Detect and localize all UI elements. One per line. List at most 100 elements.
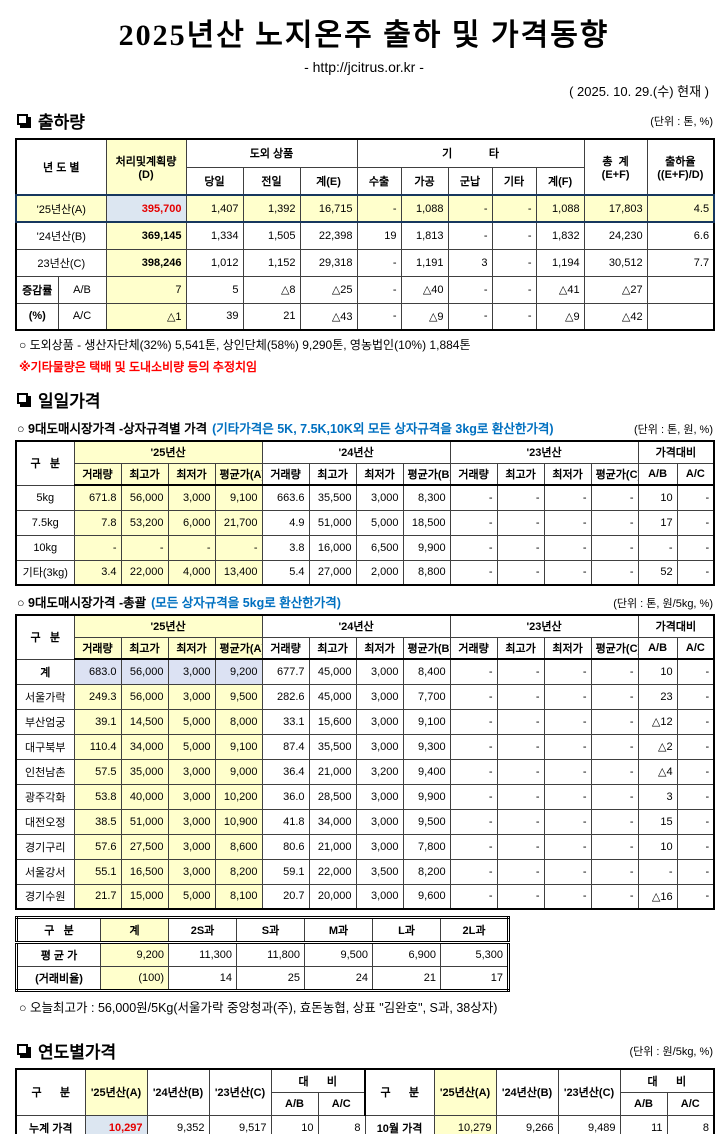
col-header-avgB: 평균가(B)	[402, 636, 451, 660]
cell: 3,000	[355, 883, 404, 910]
cell: 3,000	[355, 658, 404, 685]
col-header-y23: '23년산(C)	[208, 1068, 272, 1116]
header-row: A/B A/C A/B A/C	[16, 1091, 715, 1116]
cell: 395,700	[105, 194, 187, 223]
cell: -	[449, 758, 498, 785]
cell: 22,000	[120, 559, 169, 586]
cell: -	[676, 658, 715, 685]
cell: △1	[105, 302, 187, 331]
cell: 36.4	[261, 758, 310, 785]
cell: 1,194	[535, 248, 585, 277]
col-header-high: 최고가	[120, 462, 169, 486]
col-header-outside-group: 도외 상품	[185, 138, 358, 168]
cell: 10,279	[433, 1114, 497, 1134]
cell: -	[543, 758, 592, 785]
cell: △41	[535, 275, 585, 304]
header-row: 구 분 '25년산 '24년산 '23년산 가격대비	[15, 440, 715, 486]
cell: 15,600	[308, 708, 357, 735]
cell: 25	[236, 966, 305, 991]
cell: 35,500	[308, 733, 357, 760]
cell: 1,012	[185, 248, 244, 277]
cell: 9,000	[214, 758, 263, 785]
cell: 22,398	[299, 221, 358, 250]
cell: -	[496, 783, 545, 810]
cell: △42	[583, 302, 648, 331]
cell: 5,000	[355, 509, 404, 536]
cell: 24	[304, 966, 373, 991]
col-header-2l: 2L과	[440, 917, 509, 944]
cell	[646, 302, 715, 331]
cell: -	[496, 534, 545, 561]
cell: 14	[168, 966, 237, 991]
cell: 서울가락	[15, 683, 75, 710]
cell: 20,000	[308, 883, 357, 910]
cell: -	[676, 708, 715, 735]
col-header-y24-group: '24년산	[261, 614, 451, 638]
cell: -	[543, 783, 592, 810]
cell: A/B	[57, 275, 107, 304]
cell: '25년산(A)	[14, 194, 107, 223]
header-row: 년 도 별 처리및계획량 (D) 도외 상품 기 타 총 계 (E+F) 출하율((…	[15, 138, 715, 196]
col-header-qty: 거래량	[449, 636, 498, 660]
cell: 9,100	[214, 484, 263, 511]
cell: 36.0	[261, 783, 310, 810]
col-header-avgA: 평균가(A)	[214, 636, 263, 660]
col-header-y24: '24년산(B)	[146, 1068, 210, 1116]
cell: 3,000	[167, 783, 216, 810]
cell: 8,100	[214, 883, 263, 910]
cell: 20.7	[261, 883, 310, 910]
section-daily-title: 일일가격	[38, 392, 101, 411]
cell: 8,000	[214, 708, 263, 735]
cell: 8,400	[402, 658, 451, 685]
cell: △12	[637, 708, 678, 735]
cell: △25	[299, 275, 358, 304]
cell: 34,000	[308, 808, 357, 835]
cell: 5,300	[440, 942, 509, 967]
cell: -	[590, 509, 639, 536]
table-row: 대구북부 110.4 34,000 5,000 9,100 87.4 35,500 3,000…	[15, 733, 715, 760]
col-header-qty: 거래량	[261, 462, 310, 486]
cell: 29,318	[299, 248, 358, 277]
cell: △8	[242, 275, 301, 304]
table-row: 기타(3kg) 3.4 22,000 4,000 13,400 5.4 27,000 2,00…	[15, 559, 715, 586]
cell: 87.4	[261, 733, 310, 760]
cell: 7.5kg	[15, 509, 75, 536]
cell: 대구북부	[15, 733, 75, 760]
cell: 6,900	[372, 942, 441, 967]
cell: 39.1	[73, 708, 122, 735]
cell: -	[449, 658, 498, 685]
cell: △43	[299, 302, 358, 331]
col-header-sumE: 계(E)	[299, 166, 358, 196]
cell: 1,152	[242, 248, 301, 277]
cell: -	[491, 302, 537, 331]
cell: (거래비율)	[16, 966, 101, 991]
cell: 2,000	[355, 559, 404, 586]
cell: -	[214, 534, 263, 561]
table-row: 평 균 가 9,200 11,300 11,800 9,500 6,900 5,300	[16, 942, 509, 967]
col-header-ac: A/C	[317, 1091, 366, 1116]
cell: (%)	[15, 302, 59, 331]
col-header-cat: 구 분	[15, 614, 75, 660]
cell: △2	[637, 733, 678, 760]
table-row: (거래비율) (100) 14 25 24 21 17	[16, 966, 509, 991]
cell: -	[676, 808, 715, 835]
cell: -	[449, 534, 498, 561]
col-header-ac: A/C	[676, 636, 715, 660]
cell: -	[543, 534, 592, 561]
page-title: 2025년산 노지온주 출하 및 가격동향	[118, 19, 610, 52]
cell: 광주각화	[15, 783, 75, 810]
col-header-qty: 거래량	[449, 462, 498, 486]
cell: 5,000	[167, 708, 216, 735]
cell: 57.5	[73, 758, 122, 785]
by-box-subtitle-paren: (기타가격은 5K, 7.5K,10K외 모든 상자규격을 3kg로 환산한가격…	[212, 422, 554, 436]
cell: 3,000	[355, 733, 404, 760]
section-square-icon	[17, 113, 28, 125]
cell: 9,266	[495, 1114, 559, 1134]
section-yearly-price: 연도별가격 (단위 : 원/5kg, %)	[15, 1038, 713, 1063]
cell: -	[676, 858, 715, 885]
col-header-etc: 기타	[491, 166, 537, 196]
cell: -	[676, 683, 715, 710]
cell: 3,000	[167, 758, 216, 785]
cell: 3,000	[167, 683, 216, 710]
cell: 10	[270, 1114, 319, 1134]
